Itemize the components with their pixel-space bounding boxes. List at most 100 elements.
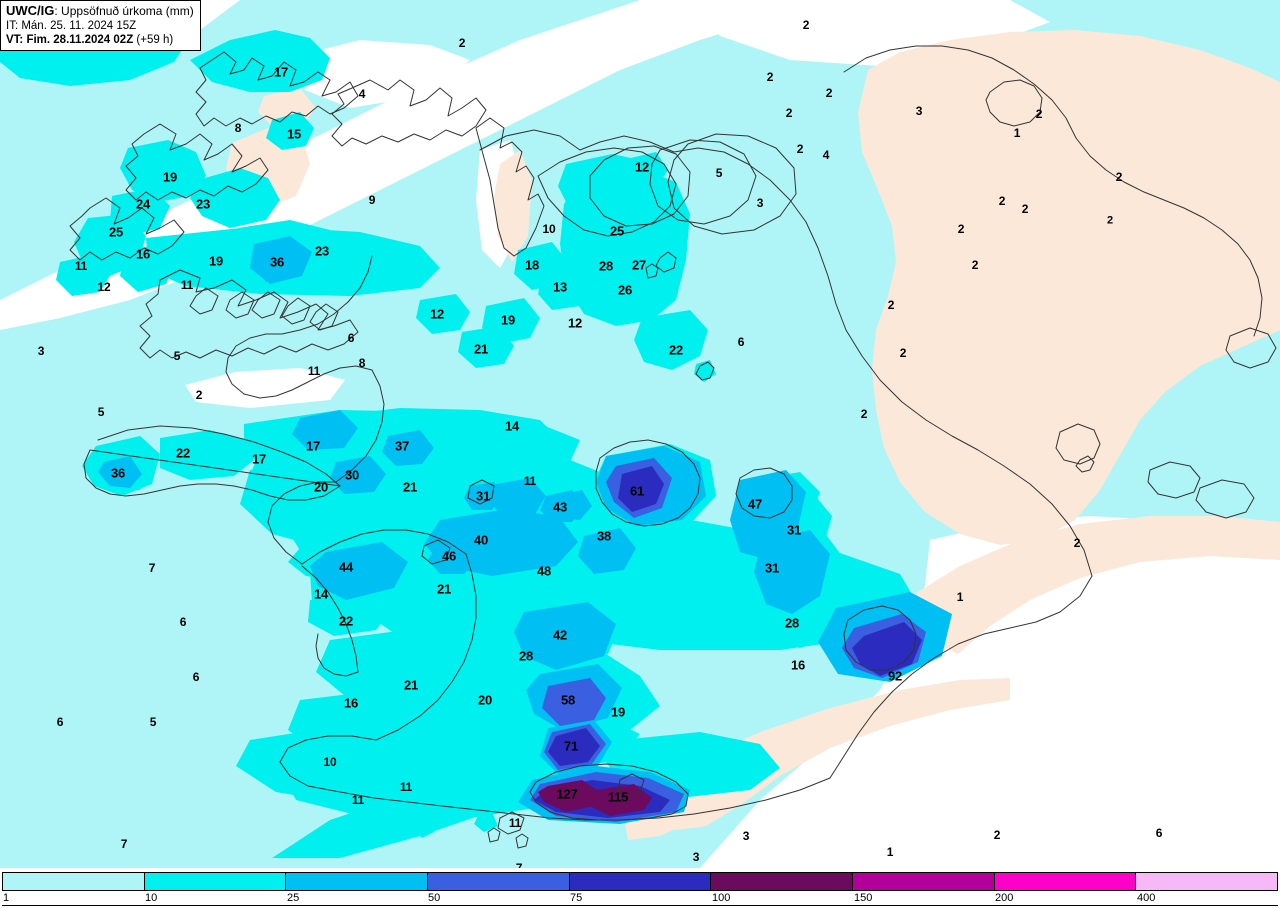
- legend-band[interactable]: [286, 873, 429, 890]
- legend-tick: 75: [570, 892, 583, 904]
- title-line-valid-time: VT: Fim. 28.11.2024 02Z (+59 h): [6, 33, 194, 47]
- precip-value-label: 11: [399, 780, 413, 794]
- precip-value-label: 31: [786, 522, 802, 538]
- precip-value-label: 10: [323, 755, 337, 769]
- model-name: UWC/IG: [6, 3, 55, 18]
- precip-value-label: 16: [135, 246, 151, 262]
- precip-value-label: 2: [899, 346, 907, 360]
- precip-value-label: 6: [347, 331, 355, 345]
- precip-value-label: 21: [473, 341, 489, 357]
- legend-tick: 100: [712, 892, 731, 904]
- precip-value-label: 5: [715, 166, 723, 180]
- valid-time-value: VT: Fim. 28.11.2024 02Z: [6, 33, 134, 46]
- precip-value-label: 1: [956, 590, 964, 604]
- precip-value-label: 40: [473, 532, 489, 548]
- precip-value-label: 6: [737, 335, 745, 349]
- legend-band[interactable]: [1136, 873, 1278, 890]
- legend-tick: 10: [145, 892, 158, 904]
- legend-tick: 1: [3, 892, 10, 904]
- precip-value-label: 2: [802, 18, 810, 32]
- precip-value-label: 22: [668, 342, 684, 358]
- precip-value-label: 4: [822, 148, 830, 162]
- legend-tick-labels: 1 10 25 50 75 100 150 200 400: [2, 892, 1278, 906]
- coastlines: [69, 45, 1277, 849]
- legend-band[interactable]: [711, 873, 854, 890]
- color-scale-legend[interactable]: 1 10 25 50 75 100 150 200 400: [0, 868, 1280, 908]
- precip-value-label: 2: [1107, 214, 1113, 227]
- precip-value-label: 36: [269, 254, 285, 270]
- precip-value-label: 115: [607, 789, 629, 805]
- legend-band[interactable]: [994, 873, 1137, 890]
- legend-tick: 400: [1137, 892, 1156, 904]
- precip-value-label: 58: [560, 692, 576, 708]
- forecast-lead-time: (+59 h): [133, 33, 174, 46]
- precip-value-label: 2: [1115, 170, 1123, 184]
- precip-value-label: 7: [515, 861, 523, 868]
- precip-value-label: 48: [536, 563, 552, 579]
- legend-band[interactable]: [144, 873, 287, 890]
- precip-value-label: 2: [1035, 107, 1043, 121]
- precip-value-label: 3: [37, 344, 45, 358]
- legend-band[interactable]: [428, 873, 570, 890]
- precip-value-label: 19: [208, 253, 224, 269]
- legend-band[interactable]: [853, 873, 995, 890]
- precip-value-label: 5: [149, 715, 157, 729]
- legend-band[interactable]: [569, 873, 712, 890]
- precip-value-label: 2: [1073, 536, 1081, 550]
- precip-value-label: 2: [458, 36, 466, 50]
- precip-value-label: 9: [368, 193, 376, 207]
- legend-tick: 200: [995, 892, 1014, 904]
- precip-value-label: 13: [552, 279, 568, 295]
- precip-value-label: 2: [766, 70, 774, 84]
- precip-value-label: 23: [314, 243, 330, 259]
- precip-value-label: 14: [504, 418, 520, 434]
- legend-tick: 25: [287, 892, 300, 904]
- precip-value-label: 12: [97, 280, 111, 294]
- precip-value-label: 11: [307, 364, 321, 378]
- map-title-box: UWC/IG: Uppsöfnuð úrkoma (mm) IT: Mán. 2…: [0, 0, 201, 51]
- precip-value-label: 6: [192, 670, 200, 684]
- precip-value-label: 3: [915, 104, 923, 118]
- precip-value-label: 3: [692, 850, 700, 864]
- precip-value-label: 16: [790, 657, 806, 673]
- precip-value-label: 7: [148, 561, 156, 575]
- precip-value-label: 127: [556, 786, 578, 802]
- precip-value-label: 44: [338, 559, 354, 575]
- precip-value-label: 36: [110, 465, 126, 481]
- precip-value-label: 2: [195, 388, 203, 402]
- title-line-product: UWC/IG: Uppsöfnuð úrkoma (mm): [6, 3, 194, 19]
- precip-value-label: 2: [796, 142, 804, 156]
- precip-value-label: 18: [524, 257, 540, 273]
- precip-value-label: 3: [742, 829, 750, 843]
- precip-value-label: 22: [175, 445, 191, 461]
- precip-value-label: 19: [610, 704, 626, 720]
- precip-value-label: 5: [97, 405, 105, 419]
- precip-value-label: 26: [617, 282, 633, 298]
- precip-value-label: 17: [305, 438, 321, 454]
- precip-value-label: 25: [108, 224, 124, 240]
- precip-value-label: 15: [286, 126, 302, 142]
- precip-value-label: 2: [998, 194, 1006, 208]
- precip-value-label: 11: [180, 278, 194, 292]
- precip-value-label: 6: [56, 715, 64, 729]
- precip-value-label: 21: [403, 677, 419, 693]
- precip-band-100-150: [538, 780, 652, 816]
- precip-value-label: 37: [394, 438, 410, 454]
- legend-color-bands: [2, 872, 1278, 891]
- precip-value-label: 2: [1021, 202, 1029, 216]
- precip-value-label: 47: [747, 496, 763, 512]
- precip-value-label: 7: [120, 837, 128, 851]
- weather-map[interactable]: 2 2 2 2 2 2 1 3 2 4 2 2 2 2 2 2 2 2 2 2 1 17 4 8 15 19 9 24 23 25 16 19…: [0, 0, 1280, 868]
- precip-value-label: 2: [860, 407, 868, 421]
- legend-band[interactable]: [3, 873, 145, 890]
- precip-value-label: 21: [436, 581, 452, 597]
- precip-value-label: 2: [887, 298, 895, 312]
- precip-value-label: 2: [971, 258, 979, 272]
- precip-value-label: 6: [1155, 826, 1163, 840]
- precip-value-label: 24: [135, 196, 151, 212]
- precip-value-label: 28: [518, 648, 534, 664]
- title-line-issue-time: IT: Mán. 25. 11. 2024 15Z: [6, 19, 137, 32]
- precip-value-label: 20: [313, 479, 329, 495]
- precip-value-label: 17: [251, 451, 267, 467]
- precip-value-label: 8: [358, 356, 366, 370]
